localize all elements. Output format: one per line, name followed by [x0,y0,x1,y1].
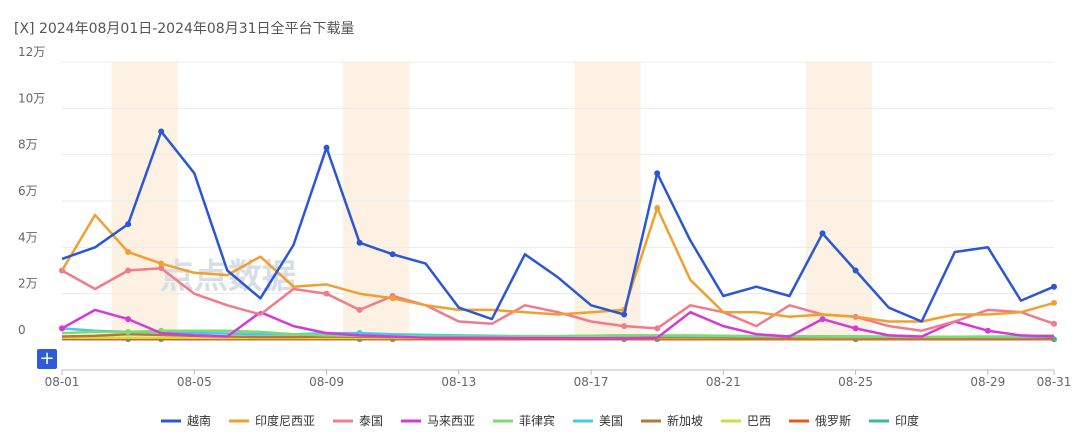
legend-item[interactable]: 美国 [573,414,623,428]
data-point[interactable] [654,204,661,211]
legend-item[interactable]: 印度 [869,413,919,428]
legend-item[interactable]: 越南 [160,413,211,428]
data-point[interactable] [389,295,396,302]
y-tick-label: 12万 [18,45,45,59]
y-tick-label: 0 [18,323,26,337]
data-point[interactable] [323,144,330,151]
x-tick-label: 08-29 [970,375,1005,389]
data-point[interactable] [654,170,661,177]
data-point[interactable] [621,323,628,330]
data-point[interactable] [158,265,165,272]
y-tick-label: 2万 [18,277,38,291]
legend-item[interactable]: 菲律宾 [492,413,555,428]
y-axis-ticks: 0 2万 4万 6万 8万 10万 12万 [18,45,45,337]
x-axis: 08-01 08-05 08-09 08-13 08-17 08-21 08-25 08-29… [45,369,1072,389]
legend: 越南 印度尼西亚 泰国 马来西亚 菲律宾 美国 新加坡 巴西 俄罗斯 印度 [160,413,919,428]
data-point[interactable] [654,325,661,332]
legend-item[interactable]: 马来西亚 [400,414,475,428]
data-point[interactable] [323,290,330,297]
data-point[interactable] [125,248,132,255]
data-point[interactable] [125,221,132,228]
data-point[interactable] [158,128,165,135]
legend-label: 巴西 [747,414,771,428]
legend-label: 俄罗斯 [815,414,851,428]
chart-title: [X] 2024年08月01日-2024年08月31日全平台下载量 [14,21,355,37]
series-lines [59,128,1057,343]
add-button[interactable]: + [37,349,57,369]
data-point[interactable] [1051,283,1057,290]
x-tick-label: 08-31 [1037,375,1072,389]
data-point[interactable] [389,251,396,258]
y-tick-label: 8万 [18,138,38,152]
x-tick-label: 08-17 [574,375,609,389]
data-point[interactable] [356,239,363,246]
legend-label: 越南 [187,413,211,428]
data-point[interactable] [59,325,65,332]
series-马来西亚[interactable] [59,308,1055,340]
data-point[interactable] [1051,299,1057,306]
y-tick-label: 10万 [18,91,45,105]
data-point[interactable] [125,316,132,323]
data-point[interactable] [984,327,991,334]
data-point[interactable] [1051,320,1057,327]
data-point[interactable] [158,260,165,267]
legend-item[interactable]: 泰国 [332,414,383,428]
y-tick-label: 4万 [18,230,38,244]
data-point[interactable] [356,306,363,313]
legend-item[interactable]: 印度尼西亚 [228,413,315,428]
x-tick-label: 08-05 [177,375,212,389]
data-point[interactable] [125,267,132,274]
legend-label: 泰国 [359,414,383,428]
x-tick-label: 08-25 [838,375,873,389]
data-point[interactable] [621,311,628,318]
series-line [61,308,1055,340]
series-line [60,206,1055,323]
series-line [61,266,1055,332]
data-point[interactable] [125,328,132,335]
x-tick-label: 08-09 [309,375,344,389]
legend-label: 马来西亚 [427,414,475,428]
legend-item[interactable]: 巴西 [721,414,771,428]
y-tick-label: 6万 [18,184,38,198]
data-point[interactable] [852,325,859,332]
legend-label: 印度尼西亚 [255,413,315,428]
series-印度尼西亚[interactable] [60,204,1057,323]
legend-label: 菲律宾 [519,413,555,428]
x-tick-label: 08-01 [45,375,80,389]
legend-label: 新加坡 [667,413,703,428]
legend-label: 印度 [895,413,919,428]
data-point[interactable] [819,316,826,323]
legend-item[interactable]: 新加坡 [641,413,703,428]
series-line [61,130,1055,323]
x-tick-label: 08-21 [706,375,741,389]
x-tick-label: 08-13 [441,375,476,389]
watermark-text: 点点数据 [160,257,296,297]
legend-item[interactable]: 俄罗斯 [789,414,851,428]
data-point[interactable] [852,267,859,274]
series-越南[interactable] [61,128,1057,323]
legend-label: 美国 [599,414,623,428]
data-point[interactable] [819,230,826,237]
